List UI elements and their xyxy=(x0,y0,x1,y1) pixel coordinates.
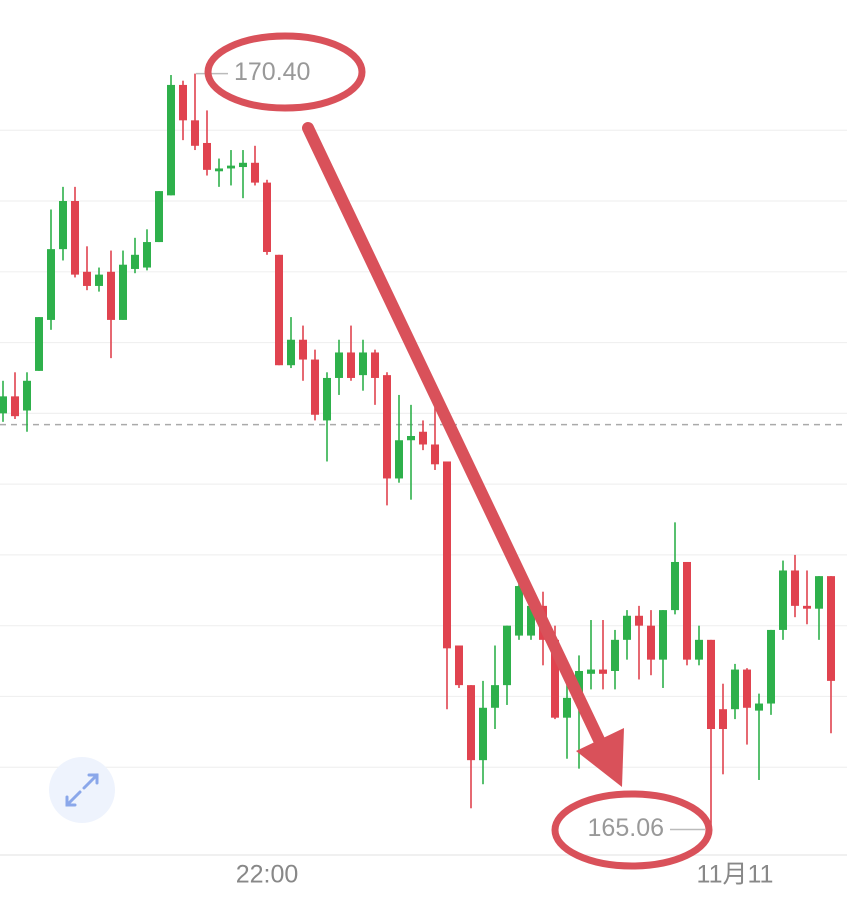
candle-body xyxy=(227,165,235,169)
arrow-head xyxy=(576,728,624,787)
candle-body xyxy=(779,570,787,630)
candle-body xyxy=(167,84,175,196)
candle-body xyxy=(395,440,403,479)
candle-body xyxy=(479,707,487,761)
candles xyxy=(0,73,835,830)
labels: 22:00 11月11 170.40 165.06 xyxy=(196,58,774,889)
candle-body xyxy=(47,249,55,320)
high-label: 170.40 xyxy=(234,58,310,86)
candle-body xyxy=(611,639,619,671)
candle-body xyxy=(455,645,463,686)
candle-body xyxy=(791,570,799,606)
candle-body xyxy=(599,669,607,674)
annotation-drawing xyxy=(204,32,713,870)
candle-body xyxy=(671,561,679,611)
candle-body xyxy=(659,610,667,660)
candle-body xyxy=(11,396,19,417)
candle-body xyxy=(707,639,715,730)
candle-body xyxy=(503,625,511,686)
candle-body xyxy=(287,339,295,366)
x-tick-label: 22:00 xyxy=(236,861,299,889)
candle-body xyxy=(407,435,415,441)
candle-body xyxy=(767,629,775,704)
candle-body xyxy=(155,191,163,243)
candle-body xyxy=(635,615,643,626)
candle-body xyxy=(815,576,823,609)
candle-body xyxy=(275,254,283,366)
candle-body xyxy=(383,375,391,479)
candle-body xyxy=(743,669,751,708)
candle-body xyxy=(443,461,451,649)
candle-body xyxy=(827,576,835,681)
candle-body xyxy=(239,162,247,168)
highlight-ellipse xyxy=(204,32,366,112)
candle-body xyxy=(491,685,499,708)
candle-body xyxy=(335,352,343,378)
candle-body xyxy=(323,377,331,421)
candle-body xyxy=(563,697,571,718)
candle-body xyxy=(419,431,427,445)
candle-body xyxy=(251,162,259,183)
expand-button[interactable] xyxy=(49,757,115,823)
candle-body xyxy=(647,625,655,660)
candle-body xyxy=(623,615,631,640)
candle-body xyxy=(719,709,727,730)
candle-body xyxy=(803,605,811,609)
candle-body xyxy=(119,264,127,320)
candle-body xyxy=(695,639,703,660)
candle-body xyxy=(59,201,67,250)
candle-body xyxy=(431,444,439,465)
highlight-ellipse xyxy=(551,790,713,870)
candle-body xyxy=(131,254,139,269)
candle-body xyxy=(467,685,475,761)
candle-body xyxy=(95,274,103,286)
candle-body xyxy=(311,359,319,415)
candle-body xyxy=(0,396,7,414)
expand-icon[interactable] xyxy=(65,773,99,807)
candle-body xyxy=(23,380,31,411)
candle-body xyxy=(215,168,223,172)
low-label: 165.06 xyxy=(588,814,664,842)
candle-body xyxy=(143,242,151,268)
candle-body xyxy=(359,352,367,376)
candle-body xyxy=(371,352,379,378)
candle-body xyxy=(683,561,691,660)
candle-body xyxy=(731,669,739,710)
candle-body xyxy=(347,352,355,378)
candle-body xyxy=(299,339,307,360)
candle-body xyxy=(107,271,115,320)
candle-body xyxy=(191,120,199,146)
x-tick-label: 11月11 xyxy=(697,861,774,889)
candle-body xyxy=(527,605,535,636)
candle-body xyxy=(515,586,523,636)
candle-body xyxy=(203,142,211,170)
candle-body xyxy=(35,317,43,371)
candle-body xyxy=(263,182,271,252)
arrow-shaft xyxy=(302,122,606,748)
candle-body xyxy=(71,201,79,275)
candle-body xyxy=(587,669,595,674)
candle-body xyxy=(179,84,187,121)
candle-body xyxy=(83,271,91,286)
candle-body xyxy=(755,703,763,711)
expand-button-bg[interactable] xyxy=(49,757,115,823)
candle-body xyxy=(551,639,559,718)
